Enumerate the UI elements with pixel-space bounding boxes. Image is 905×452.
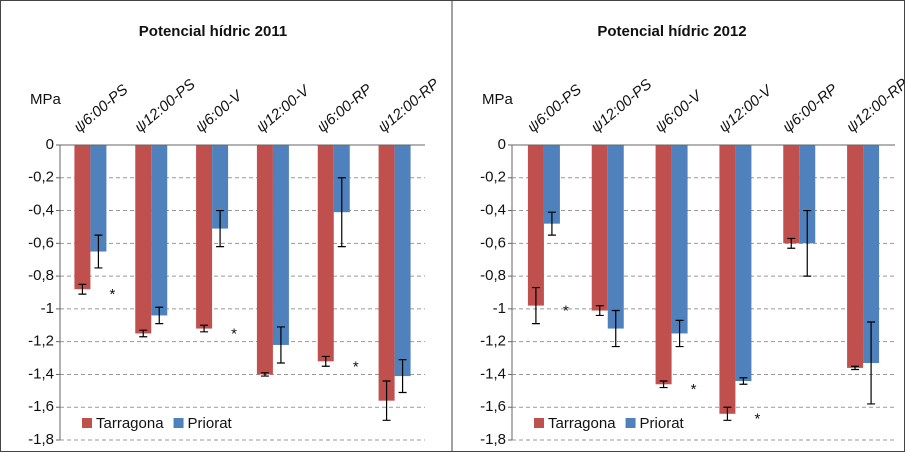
y-tick-label: -0,6: [480, 234, 506, 251]
bar: [394, 145, 411, 377]
legend-label: Tarragona: [96, 415, 164, 432]
error-bar: [803, 209, 812, 277]
error-bar: [611, 309, 620, 348]
y-tick-label: -0,4: [480, 202, 506, 219]
bar: [256, 145, 273, 375]
x-tick-label: ψ6:00-RP: [779, 81, 840, 136]
y-tick-label: -0,8: [480, 267, 506, 284]
y-tick-label: -1,6: [480, 398, 506, 415]
chart-title: Potencial hídric 2012: [597, 23, 746, 40]
error-bar: [139, 329, 148, 338]
y-tick-label: -0,6: [28, 234, 54, 251]
bar: [90, 145, 107, 252]
x-tick-label: ψ6:00-RP: [314, 81, 375, 136]
y-tick-label: -0,4: [28, 202, 54, 219]
error-bar: [723, 406, 732, 421]
error-bar: [260, 372, 269, 377]
y-tick-label: -1,4: [480, 365, 506, 382]
significance-mark: *: [563, 303, 569, 320]
error-bar: [276, 326, 285, 364]
y-tick-label: -1,2: [480, 333, 506, 350]
x-tick-label: ψ12:00-V: [253, 81, 314, 136]
bar: [607, 145, 624, 329]
bar: [317, 145, 334, 362]
y-axis-label: MPa: [482, 91, 514, 108]
bar: [378, 145, 395, 401]
error-bar: [337, 177, 346, 248]
x-tick-label: ψ12:00-PS: [588, 76, 655, 136]
legend-swatch: [534, 418, 544, 428]
error-bar: [851, 365, 860, 371]
y-tick-label: -1,8: [28, 431, 54, 448]
error-bar: [78, 283, 87, 295]
significance-mark: *: [353, 358, 359, 375]
error-bar: [739, 377, 748, 385]
bar: [783, 145, 800, 244]
bar: [655, 145, 672, 385]
bar: [863, 145, 880, 363]
x-tick-label: ψ12:00-RP: [843, 75, 905, 136]
y-tick-label: -1: [493, 300, 506, 317]
bar: [272, 145, 289, 345]
y-tick-label: -1,8: [480, 431, 506, 448]
y-tick-label: -1,4: [28, 365, 54, 382]
y-tick-label: -0,2: [480, 169, 506, 186]
bar: [74, 145, 91, 290]
bar: [719, 145, 736, 414]
bar: [591, 145, 608, 311]
error-bar: [382, 380, 391, 421]
x-tick-label: ψ6:00-V: [652, 86, 707, 136]
x-tick-label: ψ6:00-PS: [71, 81, 132, 136]
y-axis-label: MPa: [30, 91, 62, 108]
x-tick-label: ψ6:00-V: [192, 86, 247, 136]
y-tick-label: 0: [498, 136, 506, 153]
bar: [735, 145, 752, 381]
error-bar: [675, 319, 684, 348]
error-bar: [321, 355, 330, 367]
y-tick-label: -1: [41, 300, 54, 317]
error-bar: [547, 211, 556, 236]
error-bar: [659, 380, 668, 389]
y-tick-label: -0,2: [28, 169, 54, 186]
legend-label: Priorat: [640, 415, 685, 432]
bar: [543, 145, 560, 224]
bar: [212, 145, 229, 229]
error-bar: [94, 234, 103, 269]
error-bar: [200, 324, 209, 333]
y-tick-label: -1,2: [28, 333, 54, 350]
bar: [527, 145, 544, 306]
error-bar: [155, 306, 164, 325]
legend-swatch: [625, 418, 636, 428]
error-bar: [531, 286, 540, 325]
legend-swatch: [82, 418, 92, 428]
x-tick-label: ψ12:00-RP: [375, 75, 443, 136]
error-bar: [867, 321, 876, 405]
legend-label: Priorat: [188, 415, 233, 432]
bar: [671, 145, 688, 334]
significance-mark: *: [691, 381, 697, 398]
chart-title: Potencial hídric 2011: [139, 23, 287, 40]
y-tick-label: -0,8: [28, 267, 54, 284]
legend-swatch: [173, 418, 184, 428]
legend-label: Tarragona: [548, 415, 616, 432]
bar: [196, 145, 213, 329]
error-bar: [787, 237, 796, 249]
bar: [847, 145, 864, 368]
y-tick-label: -1,6: [28, 398, 54, 415]
bar: [135, 145, 152, 334]
error-bar: [595, 305, 604, 317]
error-bar: [216, 209, 225, 248]
significance-mark: *: [754, 411, 760, 428]
x-tick-label: ψ12:00-PS: [131, 76, 198, 136]
significance-mark: *: [231, 326, 237, 343]
y-tick-label: 0: [46, 136, 54, 153]
significance-mark: *: [109, 286, 115, 303]
bar: [799, 145, 816, 244]
error-bar: [398, 359, 407, 394]
x-tick-label: ψ12:00-V: [716, 81, 777, 136]
x-tick-label: ψ6:00-PS: [524, 81, 585, 136]
bar: [151, 145, 168, 316]
